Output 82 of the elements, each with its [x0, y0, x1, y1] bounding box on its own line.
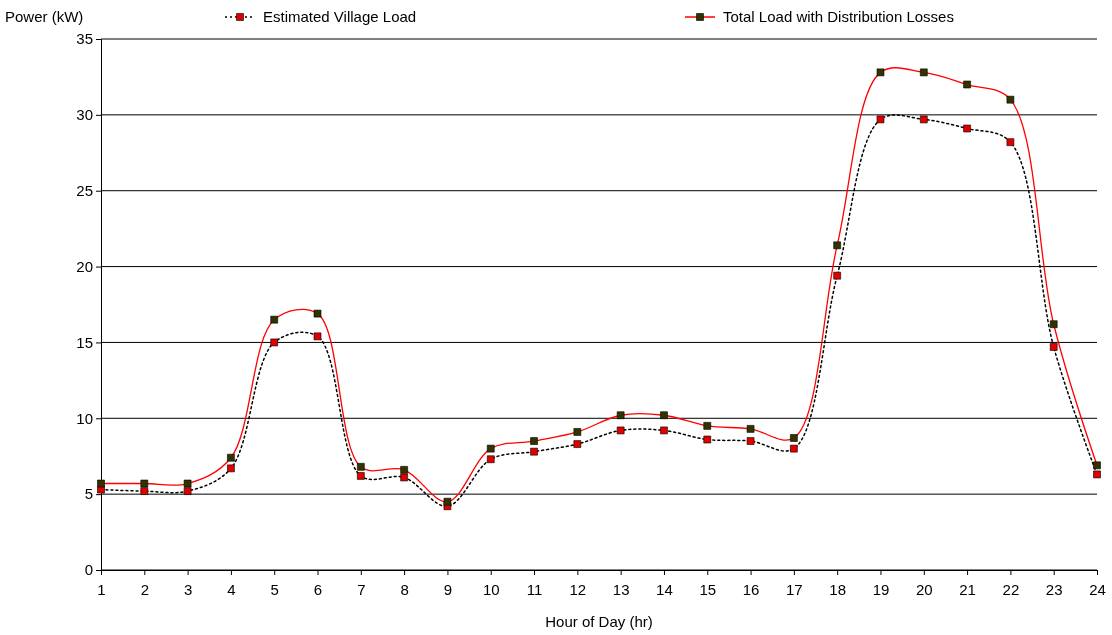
point	[573, 428, 582, 436]
point	[530, 437, 538, 445]
point	[1093, 461, 1101, 470]
point	[919, 115, 928, 124]
y-tick-label: 25	[76, 182, 93, 200]
x-tick-label: 20	[915, 580, 933, 598]
x-axis-title: Hour of Day (hr)	[545, 613, 653, 630]
x-tick-label: 13	[612, 580, 630, 598]
point	[357, 472, 365, 480]
x-tick-label: 18	[829, 580, 847, 598]
point	[1006, 95, 1015, 104]
point	[183, 487, 192, 495]
point	[270, 338, 279, 347]
point	[660, 426, 668, 435]
point	[616, 411, 625, 420]
y-tick-label: 15	[76, 333, 93, 351]
point	[313, 332, 322, 341]
x-tick-label: 22	[1002, 580, 1020, 598]
y-tick-label: 30	[76, 106, 93, 124]
point	[400, 473, 408, 482]
x-tick-label: 12	[569, 580, 587, 598]
point	[1093, 470, 1101, 479]
point	[140, 479, 149, 488]
point	[876, 115, 885, 124]
point	[1006, 138, 1015, 146]
x-tick-label: 21	[959, 580, 976, 598]
x-tick-label: 3	[183, 580, 193, 598]
point	[140, 487, 149, 495]
point	[790, 444, 798, 453]
point	[703, 435, 712, 444]
x-tick-label: 9	[443, 580, 453, 598]
x-tick-label: 11	[526, 580, 543, 598]
point	[833, 271, 841, 280]
point	[746, 437, 755, 445]
y-tick-label: 20	[76, 257, 93, 275]
point	[530, 447, 538, 456]
x-tick-label: 10	[482, 580, 500, 598]
point	[97, 479, 105, 488]
point	[876, 68, 885, 77]
x-tick-label: 7	[357, 580, 366, 598]
point	[486, 455, 495, 464]
point	[400, 466, 408, 474]
point	[573, 440, 582, 448]
y-tick-label: 5	[84, 485, 93, 503]
point	[270, 315, 279, 324]
x-tick-label: 24	[1089, 580, 1106, 598]
x-tick-label: 1	[97, 580, 106, 598]
x-tick-label: 8	[400, 580, 409, 598]
legend-label: Estimated Village Load	[263, 8, 417, 25]
point	[616, 426, 625, 435]
x-tick-label: 15	[699, 580, 717, 598]
point	[703, 422, 712, 430]
point	[746, 425, 755, 433]
y-tick-label: 0	[84, 561, 93, 579]
y-tick-label: 35	[76, 30, 93, 48]
y-axis-title: Power (kW)	[5, 8, 84, 25]
x-tick-label: 5	[270, 580, 279, 598]
x-tick-label: 17	[786, 580, 803, 598]
point	[919, 68, 928, 77]
x-tick-label: 2	[140, 580, 149, 598]
point	[833, 241, 841, 250]
x-tick-label: 23	[1045, 580, 1063, 598]
point	[227, 464, 235, 473]
x-tick-label: 16	[742, 580, 760, 598]
point	[183, 479, 192, 488]
point	[227, 453, 235, 462]
point	[1049, 343, 1058, 351]
x-tick-label: 4	[227, 580, 236, 598]
point	[790, 434, 798, 442]
point	[963, 80, 971, 89]
x-tick-label: 14	[656, 580, 673, 598]
point	[313, 309, 322, 318]
point	[486, 444, 495, 453]
legend-label: Total Load with Distribution Losses	[723, 8, 954, 25]
point	[660, 411, 668, 420]
x-tick-label: 19	[872, 580, 890, 598]
point	[963, 124, 971, 133]
point	[443, 497, 452, 506]
y-tick-label: 10	[76, 409, 93, 427]
x-tick-label: 6	[313, 580, 323, 598]
point	[1049, 320, 1058, 329]
point	[357, 463, 365, 471]
